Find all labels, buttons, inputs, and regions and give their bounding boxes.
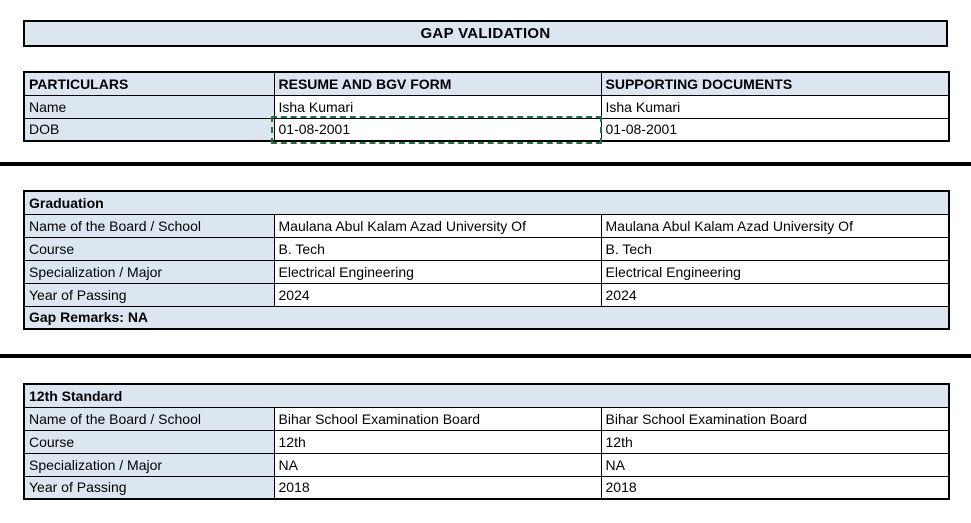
table-row: Name of the Board / School Maulana Abul … [23, 213, 950, 238]
table-row: Name Isha Kumari Isha Kumari [23, 94, 950, 119]
row-label-dob[interactable]: DOB [23, 117, 275, 142]
row-label-12th-year[interactable]: Year of Passing [23, 475, 275, 500]
table-row: Specialization / Major NA NA [23, 452, 950, 477]
cell-grad-board-resume[interactable]: Maulana Abul Kalam Azad University Of [273, 213, 602, 238]
cell-grad-course-resume[interactable]: B. Tech [273, 236, 602, 261]
cell-grad-year-supporting[interactable]: 2024 [600, 282, 950, 307]
cell-dob-resume[interactable]: 01-08-2001 [273, 117, 602, 142]
cell-grad-board-supporting[interactable]: Maulana Abul Kalam Azad University Of [600, 213, 950, 238]
page-title[interactable]: GAP VALIDATION [23, 20, 948, 47]
table-row: Specialization / Major Electrical Engine… [23, 259, 950, 284]
cell-12th-board-resume[interactable]: Bihar School Examination Board [273, 406, 602, 431]
cell-12th-year-supporting[interactable]: 2018 [600, 475, 950, 500]
cell-12th-board-supporting[interactable]: Bihar School Examination Board [600, 406, 950, 431]
row-label-grad-board[interactable]: Name of the Board / School [23, 213, 275, 238]
table-row: Name of the Board / School Bihar School … [23, 406, 950, 431]
section-divider-line [0, 162, 971, 166]
cell-name-supporting[interactable]: Isha Kumari [600, 94, 950, 119]
col-header-resume-bgv[interactable]: RESUME AND BGV FORM [273, 71, 602, 96]
cell-12th-specialization-supporting[interactable]: NA [600, 452, 950, 477]
twelfth-standard-table: 12th Standard Name of the Board / School… [23, 383, 951, 500]
cell-grad-year-resume[interactable]: 2024 [273, 282, 602, 307]
table-row: DOB 01-08-2001 01-08-2001 [23, 117, 950, 142]
graduation-section-title[interactable]: Graduation [23, 190, 950, 215]
cell-name-resume[interactable]: Isha Kumari [273, 94, 602, 119]
cell-grad-specialization-supporting[interactable]: Electrical Engineering [600, 259, 950, 284]
table-row: Year of Passing 2024 2024 [23, 282, 950, 307]
twelfth-title-row: 12th Standard [23, 383, 950, 408]
particulars-table: PARTICULARS RESUME AND BGV FORM SUPPORTI… [23, 71, 950, 142]
table-row: Course B. Tech B. Tech [23, 236, 950, 261]
row-label-grad-course[interactable]: Course [23, 236, 275, 261]
grad-gap-remarks[interactable]: Gap Remarks: NA [23, 305, 950, 330]
row-label-12th-board[interactable]: Name of the Board / School [23, 406, 275, 431]
row-label-grad-year[interactable]: Year of Passing [23, 282, 275, 307]
row-label-name[interactable]: Name [23, 94, 275, 119]
row-label-12th-course[interactable]: Course [23, 429, 275, 454]
cell-12th-course-supporting[interactable]: 12th [600, 429, 950, 454]
table-row: Year of Passing 2018 2018 [23, 475, 950, 500]
col-header-supporting-docs[interactable]: SUPPORTING DOCUMENTS [600, 71, 950, 96]
row-label-grad-specialization[interactable]: Specialization / Major [23, 259, 275, 284]
graduation-title-row: Graduation [23, 190, 950, 215]
table-row: Course 12th 12th [23, 429, 950, 454]
cell-12th-specialization-resume[interactable]: NA [273, 452, 602, 477]
particulars-header-row: PARTICULARS RESUME AND BGV FORM SUPPORTI… [23, 71, 950, 96]
graduation-table: Graduation Name of the Board / School Ma… [23, 190, 950, 330]
gap-remarks-row: Gap Remarks: NA [23, 305, 950, 330]
col-header-particulars[interactable]: PARTICULARS [23, 71, 275, 96]
cell-12th-course-resume[interactable]: 12th [273, 429, 602, 454]
cell-grad-specialization-resume[interactable]: Electrical Engineering [273, 259, 602, 284]
cell-12th-year-resume[interactable]: 2018 [273, 475, 602, 500]
row-label-12th-specialization[interactable]: Specialization / Major [23, 452, 275, 477]
twelfth-section-title[interactable]: 12th Standard [23, 383, 950, 408]
section-divider-line [0, 354, 971, 358]
cell-grad-course-supporting[interactable]: B. Tech [600, 236, 950, 261]
cell-dob-supporting[interactable]: 01-08-2001 [600, 117, 950, 142]
